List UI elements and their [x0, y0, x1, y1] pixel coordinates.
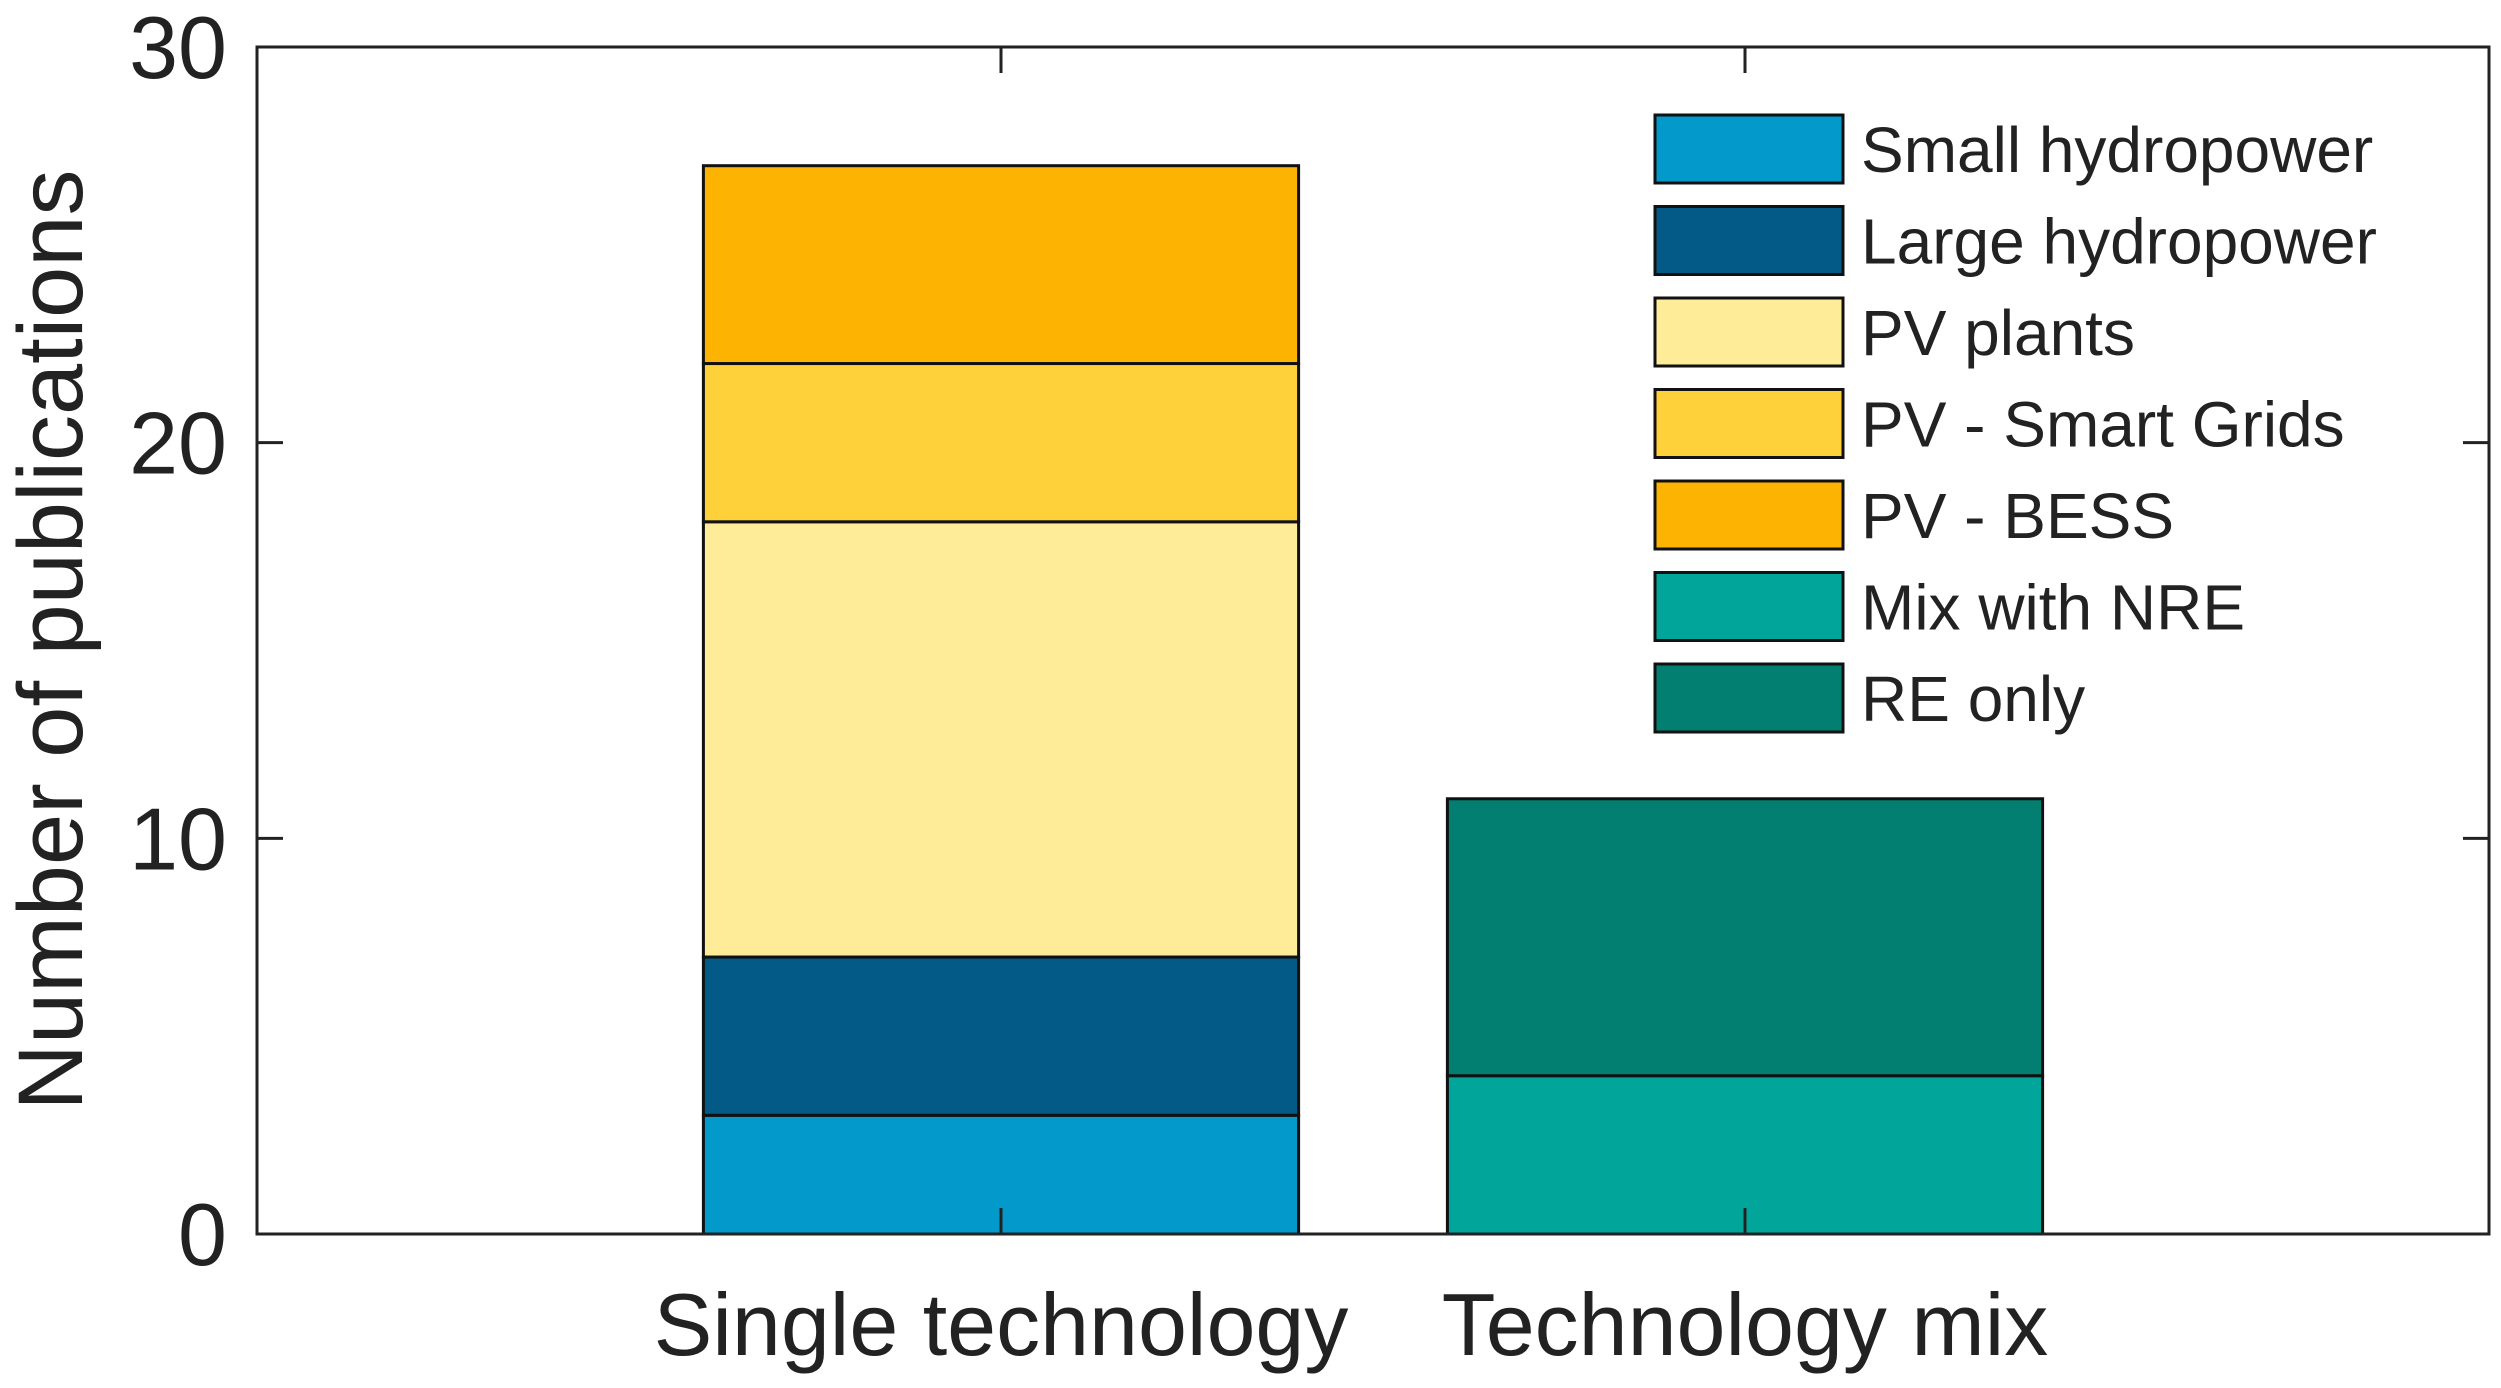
axis-ticks-group — [257, 45, 2489, 1236]
legend-swatch-re-only — [1653, 662, 1845, 734]
bar-technology-mix-mix-with-nre — [1445, 1074, 2045, 1236]
plot-area-frame — [255, 45, 2491, 1236]
bar-single-technology-pv-smart-grids — [701, 362, 1301, 524]
y-tick-label-10: 10 — [129, 789, 227, 888]
y-tick-labels-group: 0 10 20 30 — [129, 0, 227, 1284]
legend-swatch-pv-smart-grids — [1653, 388, 1845, 459]
bars-group — [701, 164, 2045, 1236]
bar-single-technology-large-hydropower — [701, 955, 1301, 1117]
legend-swatch-mix-with-nre — [1653, 571, 1845, 642]
legend-swatch-pv-bess — [1653, 479, 1845, 551]
bar-single-technology-pv-plants — [701, 520, 1301, 959]
legend-label-small-hydropower: Small hydropower — [1861, 114, 2373, 186]
legend-swatch-large-hydropower — [1653, 205, 1845, 276]
legend-label-large-hydropower: Large hydropower — [1861, 206, 2377, 278]
x-tick-label-single-technology: Single technology — [654, 1275, 1349, 1374]
legend-label-pv-plants: PV plants — [1861, 297, 2135, 369]
legend: Small hydropower Large hydropower PV plant… — [1653, 113, 2377, 735]
legend-label-pv-smart-grids: PV - Smart Grids — [1861, 389, 2345, 461]
bar-technology-mix-re-only — [1445, 797, 2045, 1078]
legend-label-re-only: RE only — [1861, 663, 2085, 735]
x-tick-labels-group: Single technology Technology mix — [654, 1275, 2049, 1374]
legend-label-pv-bess: PV - BESS — [1861, 480, 2174, 552]
legend-swatch-pv-plants — [1653, 296, 1845, 368]
legend-swatch-small-hydropower — [1653, 113, 1845, 185]
legend-label-mix-with-nre: Mix with NRE — [1861, 572, 2245, 644]
x-tick-label-technology-mix: Technology mix — [1442, 1275, 2049, 1374]
bar-single-technology-pv-bess — [701, 164, 1301, 366]
y-axis-label: Number of publications — [0, 170, 102, 1111]
y-tick-label-20: 20 — [129, 394, 227, 493]
y-tick-label-30: 30 — [129, 0, 227, 97]
y-tick-label-0: 0 — [178, 1185, 227, 1284]
